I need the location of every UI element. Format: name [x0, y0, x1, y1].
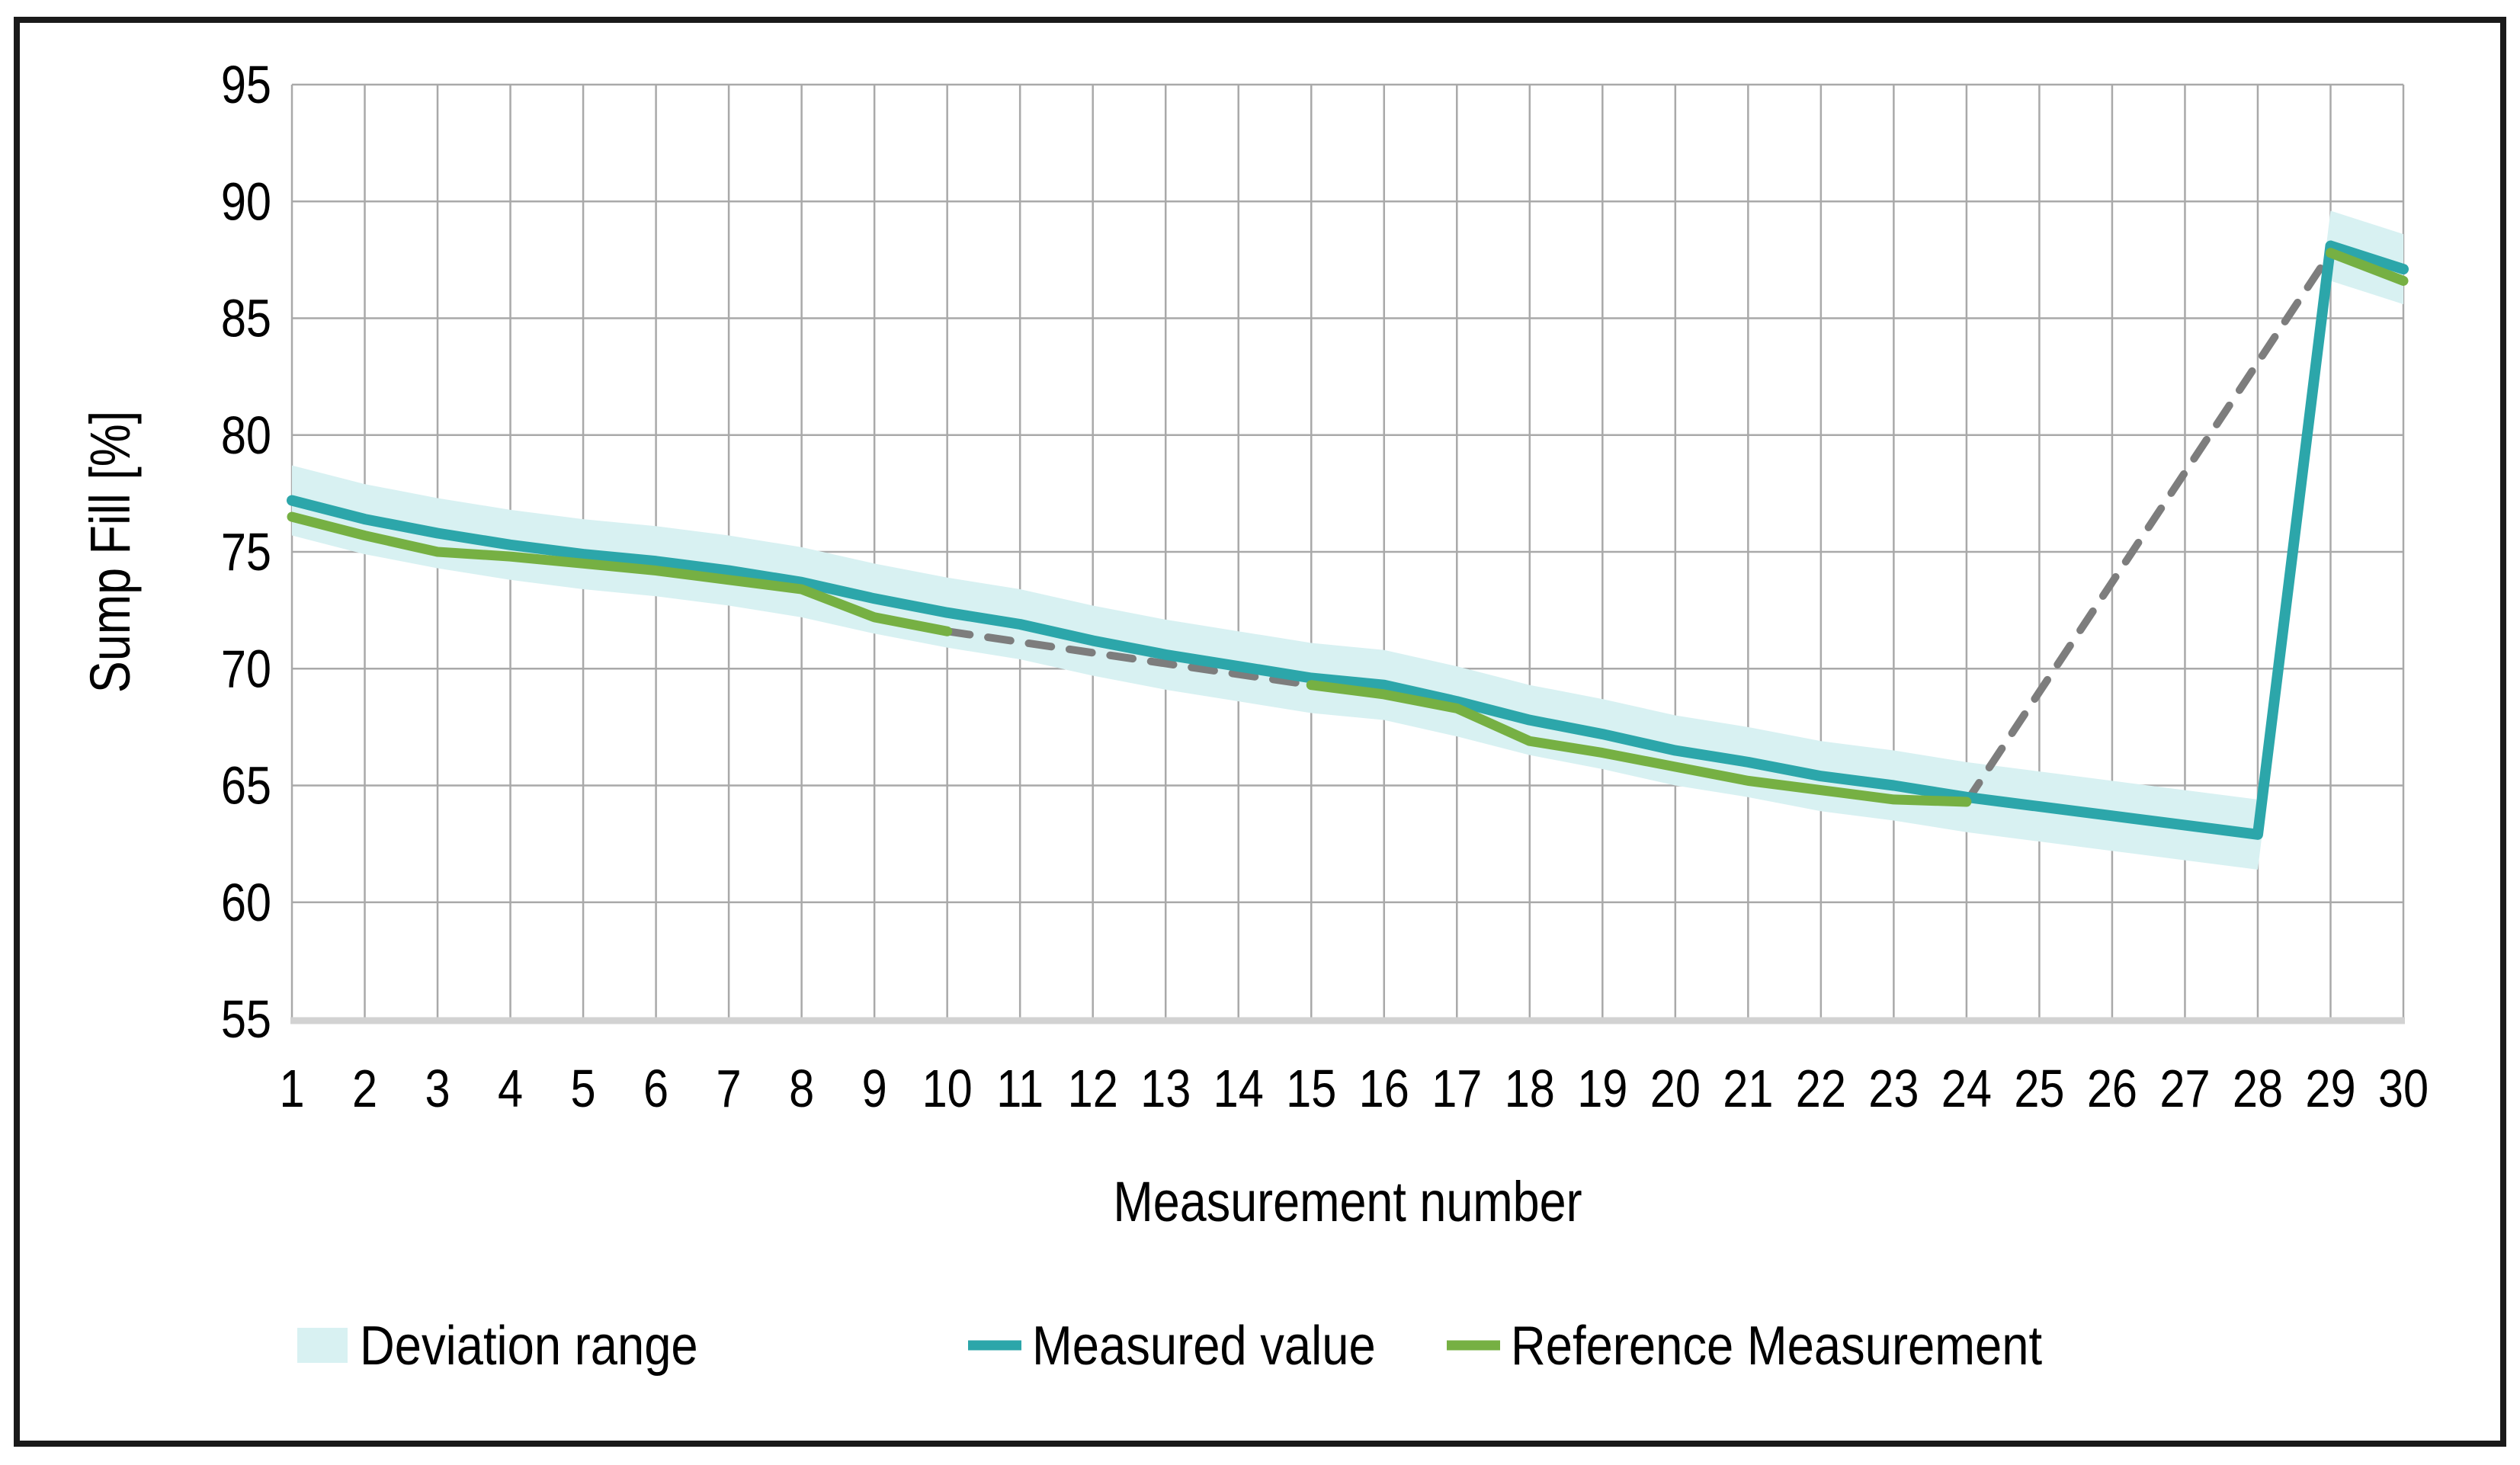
x-tick-label: 21: [1723, 1058, 1773, 1118]
x-tick-label: 17: [1432, 1058, 1482, 1118]
legend-label-measured-value: Measured value: [1032, 1316, 1376, 1377]
y-tick-label: 75: [221, 521, 271, 582]
x-tick-label: 9: [862, 1058, 887, 1118]
x-tick-label: 1: [279, 1058, 304, 1118]
x-tick-label: 6: [643, 1058, 668, 1118]
x-tick-label: 14: [1214, 1058, 1264, 1118]
x-tick-label: 8: [789, 1058, 814, 1118]
y-tick-label: 70: [221, 639, 271, 699]
legend-label-deviation-range: Deviation range: [360, 1316, 698, 1377]
reference-gap-dashed-lines: [943, 248, 2335, 806]
x-tick-label: 27: [2159, 1058, 2210, 1118]
reference-measurement-polyline: [287, 511, 953, 636]
measured-value-polyline: [287, 240, 2409, 840]
x-tick-label: 29: [2305, 1058, 2355, 1118]
x-tick-label: 28: [2233, 1058, 2283, 1118]
y-tick-label: 60: [221, 872, 271, 932]
y-tick-label: 65: [221, 755, 271, 816]
x-tick-label: 19: [1577, 1058, 1627, 1118]
x-tick-label: 25: [2014, 1058, 2064, 1118]
x-axis-tick-labels: 1 2 3 4 5 6 7 8 9 10 11 12 13 14 15 16 17 18 19 20 21 22 23 24 2…: [279, 1058, 2429, 1118]
gridlines: [290, 83, 2405, 1019]
y-tick-label: 80: [221, 405, 271, 465]
x-tick-label: 20: [1650, 1058, 1701, 1118]
legend-label-reference-measurement: Reference Measurement: [1511, 1316, 2042, 1377]
x-tick-label: 26: [2087, 1058, 2137, 1118]
x-tick-label: 18: [1505, 1058, 1555, 1118]
x-tick-label: 13: [1140, 1058, 1191, 1118]
x-tick-label: 15: [1286, 1058, 1336, 1118]
y-axis-title: Sump Fill [%]: [79, 411, 142, 693]
dashed-connector-segment: [943, 627, 1316, 689]
x-axis-title: Measurement number: [1113, 1170, 1582, 1233]
x-tick-label: 23: [1868, 1058, 1919, 1118]
y-tick-label: 95: [221, 54, 271, 114]
legend: Deviation range Measured value Reference…: [297, 1316, 2042, 1377]
x-tick-label: 4: [498, 1058, 523, 1118]
measured-value-line: [287, 240, 2409, 840]
y-tick-label: 90: [221, 172, 271, 232]
y-axis-tick-labels: 55 60 65 70 75 80 85 90 95: [221, 54, 271, 1049]
deviation-range-polygon: [292, 210, 2403, 870]
figure-border: [14, 17, 2506, 1447]
x-tick-label: 12: [1068, 1058, 1118, 1118]
x-tick-label: 3: [425, 1058, 450, 1118]
y-tick-label: 85: [221, 288, 271, 348]
x-tick-label: 16: [1359, 1058, 1409, 1118]
x-tick-label: 5: [571, 1058, 596, 1118]
x-tick-label: 10: [922, 1058, 973, 1118]
legend-swatch-deviation-range: [297, 1328, 348, 1363]
x-tick-label: 7: [717, 1058, 742, 1118]
reference-measurement-polyline: [2325, 248, 2409, 286]
x-tick-label: 24: [1941, 1058, 1992, 1118]
y-tick-label: 55: [221, 989, 271, 1049]
x-tick-label: 22: [1796, 1058, 1846, 1118]
x-tick-label: 2: [352, 1058, 377, 1118]
reference-measurement-polyline: [1306, 680, 1972, 807]
dashed-connector-segment: [1962, 248, 2335, 806]
deviation-range-band: [292, 210, 2403, 870]
reference-measurement-line: [287, 248, 2409, 807]
x-tick-label: 30: [2378, 1058, 2429, 1118]
x-tick-label: 11: [996, 1058, 1044, 1118]
